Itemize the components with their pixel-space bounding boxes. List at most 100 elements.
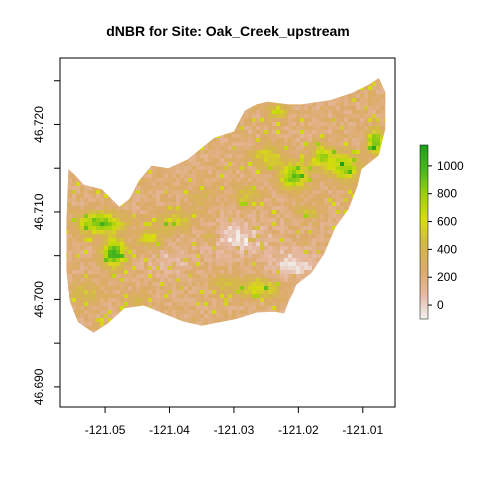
raster-cell bbox=[200, 190, 205, 195]
raster-cell bbox=[128, 294, 133, 299]
raster-cell bbox=[344, 158, 349, 163]
raster-cell bbox=[284, 210, 289, 215]
raster-cell bbox=[316, 166, 321, 171]
raster-cell bbox=[192, 218, 197, 223]
raster-cell bbox=[248, 262, 253, 267]
raster-cell bbox=[220, 234, 225, 239]
raster-cell bbox=[232, 254, 237, 259]
raster-cell bbox=[320, 126, 325, 131]
raster-cell bbox=[188, 194, 193, 199]
raster-cell bbox=[280, 138, 285, 143]
raster-cell bbox=[76, 286, 81, 291]
raster-cell bbox=[240, 198, 245, 203]
raster-cell bbox=[68, 182, 73, 187]
raster-cell bbox=[336, 202, 341, 207]
raster-cell bbox=[368, 134, 373, 139]
raster-cell bbox=[300, 166, 305, 171]
raster-cell bbox=[96, 266, 101, 271]
raster-cell bbox=[136, 282, 141, 287]
raster-cell bbox=[152, 246, 157, 251]
raster-cell bbox=[260, 210, 265, 215]
raster-cell bbox=[236, 250, 241, 255]
raster-cell bbox=[224, 214, 229, 219]
raster-cell bbox=[232, 230, 237, 235]
raster-cell bbox=[276, 102, 281, 107]
raster-cell bbox=[160, 294, 165, 299]
raster-cell bbox=[212, 138, 217, 143]
raster-cell bbox=[300, 118, 305, 123]
raster-cell bbox=[128, 242, 133, 247]
raster-cell bbox=[272, 154, 277, 159]
raster-cell bbox=[176, 234, 181, 239]
raster-cell bbox=[332, 158, 337, 163]
raster-cell bbox=[228, 242, 233, 247]
raster-cell bbox=[140, 290, 145, 295]
raster-cell bbox=[224, 290, 229, 295]
raster-cell bbox=[124, 290, 129, 295]
raster-cell bbox=[336, 210, 341, 215]
raster-cell bbox=[240, 282, 245, 287]
raster-cell bbox=[196, 174, 201, 179]
raster-cell bbox=[268, 286, 273, 291]
raster-cell bbox=[252, 250, 257, 255]
raster-cell bbox=[148, 290, 153, 295]
raster-cell bbox=[292, 106, 297, 111]
raster-cell bbox=[72, 238, 77, 243]
raster-cell bbox=[196, 162, 201, 167]
raster-cell bbox=[284, 170, 289, 175]
raster-cell bbox=[232, 194, 237, 199]
raster-cell bbox=[380, 94, 385, 99]
raster-cell bbox=[160, 170, 165, 175]
raster-cell bbox=[284, 114, 289, 119]
raster-cell bbox=[80, 222, 85, 227]
raster-cell bbox=[292, 270, 297, 275]
raster-cell bbox=[168, 266, 173, 271]
raster-cell bbox=[280, 122, 285, 127]
raster-cell bbox=[308, 206, 313, 211]
raster-cell bbox=[260, 134, 265, 139]
raster-cell bbox=[304, 186, 309, 191]
raster-cell bbox=[260, 206, 265, 211]
raster-cell bbox=[316, 190, 321, 195]
raster-cell bbox=[256, 162, 261, 167]
raster-cell bbox=[332, 210, 337, 215]
raster-cell bbox=[108, 286, 113, 291]
raster-cell bbox=[144, 274, 149, 279]
raster-cell bbox=[240, 206, 245, 211]
raster-cell bbox=[66, 230, 69, 235]
raster-cell bbox=[348, 142, 353, 147]
raster-cell bbox=[372, 146, 377, 151]
raster-cell bbox=[324, 226, 329, 231]
raster-cell bbox=[348, 154, 353, 159]
raster-cell bbox=[152, 226, 157, 231]
raster-cell bbox=[380, 122, 385, 127]
raster-cell bbox=[236, 134, 241, 139]
raster-cell bbox=[304, 182, 309, 187]
raster-cell bbox=[144, 286, 149, 291]
raster-cell bbox=[300, 150, 305, 155]
raster-cell bbox=[300, 238, 305, 243]
raster-cell bbox=[232, 270, 237, 275]
raster-cell bbox=[252, 222, 257, 227]
raster-cell bbox=[204, 230, 209, 235]
raster-cell bbox=[152, 278, 157, 283]
raster-cell bbox=[68, 294, 73, 299]
raster-cell bbox=[272, 198, 277, 203]
raster-cell bbox=[360, 162, 365, 167]
raster-cell bbox=[244, 226, 249, 231]
raster-cell bbox=[72, 182, 77, 187]
raster-cell bbox=[200, 254, 205, 259]
raster-cell bbox=[168, 170, 173, 175]
raster-cell bbox=[144, 218, 149, 223]
raster-cell bbox=[96, 282, 101, 287]
raster-cell bbox=[296, 250, 301, 255]
raster-cell bbox=[108, 206, 113, 211]
raster-cell bbox=[264, 278, 269, 283]
raster-cell bbox=[236, 290, 241, 295]
raster-cell bbox=[216, 194, 221, 199]
raster-cell bbox=[180, 230, 185, 235]
raster-cell bbox=[68, 258, 73, 263]
raster-cell bbox=[264, 226, 269, 231]
raster-cell bbox=[296, 186, 301, 191]
raster-cell bbox=[104, 226, 109, 231]
